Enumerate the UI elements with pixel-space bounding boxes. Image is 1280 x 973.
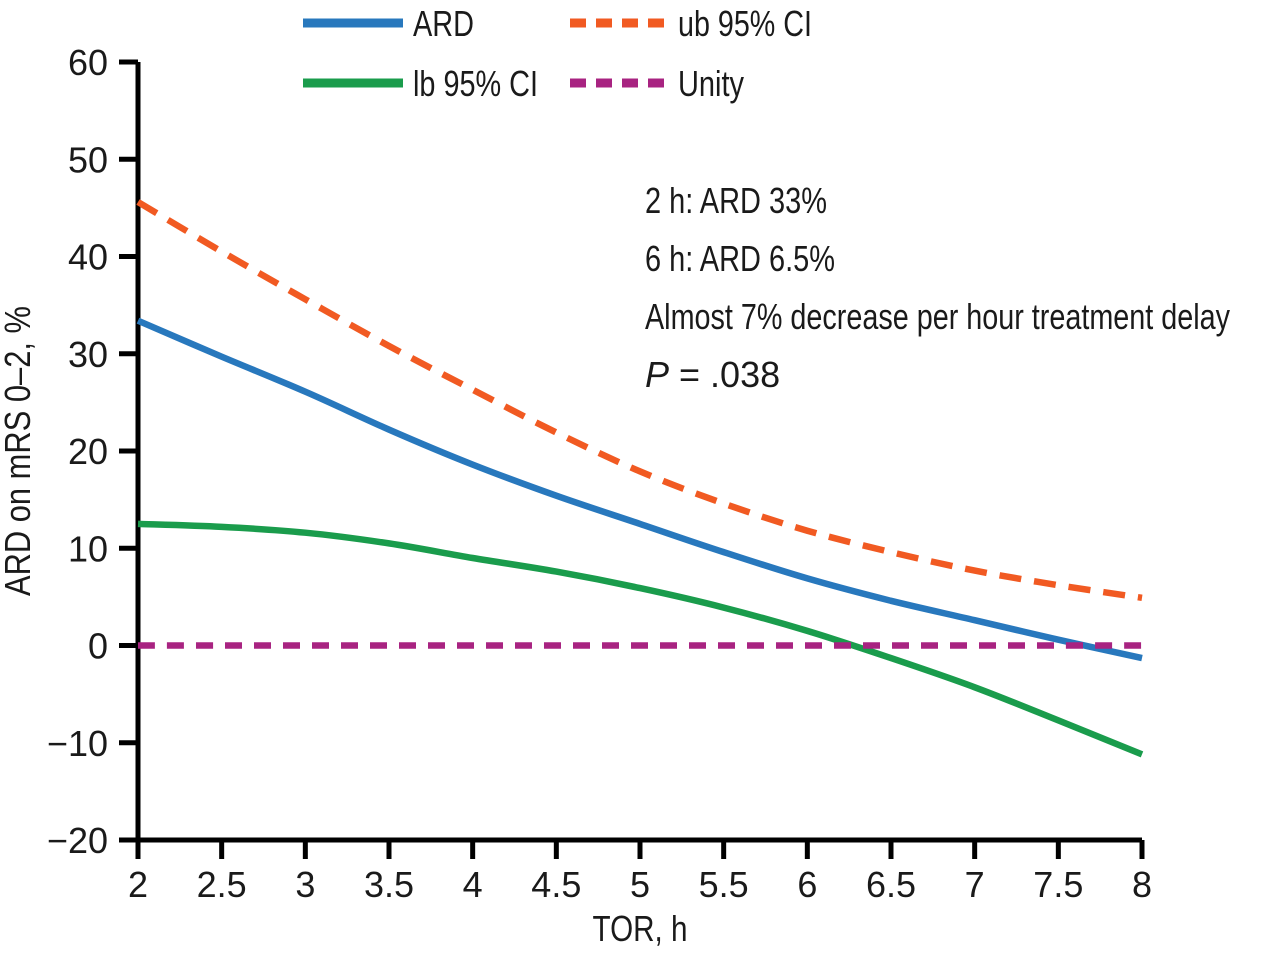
annotation-block: 2 h: ARD 33% 6 h: ARD 6.5% Almost 7% dec…	[645, 180, 1230, 395]
y-tick-label: −20	[47, 820, 108, 861]
x-tick-label: 6	[797, 864, 817, 905]
plot-geometry: 60 50 40 30 20 10 0 −10 −20 2 2.5 3 3.5 4 4.5 5 5.5 6 6.5 7…	[47, 42, 1152, 905]
x-tick-label: 6.5	[866, 864, 916, 905]
legend-label-lb: lb 95% CI	[413, 63, 538, 104]
y-tick-label: 60	[68, 42, 108, 83]
series-line-ub-95-ci	[136, 199, 1143, 602]
x-tick-label: 8	[1132, 864, 1152, 905]
series-line-ard	[136, 317, 1143, 662]
annotation-2h: 2 h: ARD 33%	[645, 180, 827, 221]
x-tick-label: 5	[630, 864, 650, 905]
legend: ARD lb 95% CI ub 95% CI Unity	[303, 3, 812, 104]
legend-item-lb: lb 95% CI	[303, 63, 538, 104]
y-tick-label: 10	[68, 528, 108, 569]
x-tick-label: 3.5	[364, 864, 414, 905]
y-tick-label: 50	[68, 139, 108, 180]
y-tick-label: 0	[88, 626, 108, 667]
x-tick-label: 3	[295, 864, 315, 905]
annotation-slope: Almost 7% decrease per hour treatment de…	[645, 296, 1230, 337]
x-tick-label: 7.5	[1033, 864, 1083, 905]
y-tick-label: 30	[68, 334, 108, 375]
y-axis-title: ARD on mRS 0–2, %	[0, 306, 38, 596]
x-tick-label: 4	[463, 864, 483, 905]
legend-label-ard: ARD	[413, 3, 474, 44]
legend-label-ub: ub 95% CI	[678, 3, 812, 44]
legend-label-unity: Unity	[678, 63, 744, 104]
y-tick-label: −10	[47, 723, 108, 764]
legend-item-ub: ub 95% CI	[570, 3, 812, 44]
p-symbol: P	[645, 354, 669, 395]
p-number: = .038	[669, 354, 780, 395]
series-line-lb-95-ci	[137, 520, 1144, 758]
x-axis-title: TOR, h	[593, 908, 688, 949]
x-tick-label: 2.5	[197, 864, 247, 905]
y-tick-label: 40	[68, 237, 108, 278]
x-tick-label: 4.5	[531, 864, 581, 905]
legend-item-unity: Unity	[570, 63, 744, 104]
x-tick-label: 2	[128, 864, 148, 905]
x-tick-label: 7	[965, 864, 985, 905]
axis-spines	[135, 62, 1142, 843]
x-tick-label: 5.5	[699, 864, 749, 905]
annotation-pvalue: P = .038	[645, 354, 780, 395]
annotation-6h: 6 h: ARD 6.5%	[645, 238, 835, 279]
legend-item-ard: ARD	[303, 3, 474, 44]
y-tick-label: 20	[68, 431, 108, 472]
